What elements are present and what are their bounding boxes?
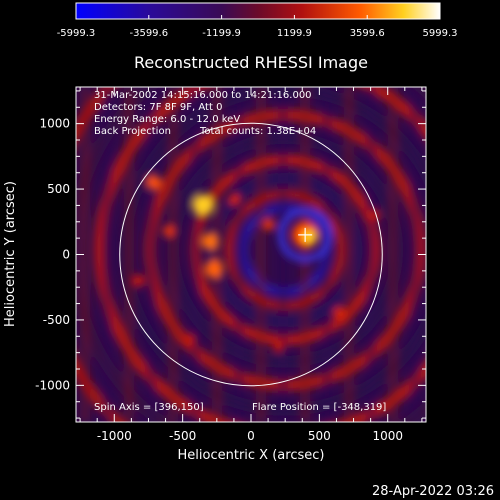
colorbar-tick-label: -3599.6: [129, 28, 168, 39]
image-map: [76, 87, 426, 422]
x-tick-label: 1000: [372, 429, 403, 443]
info-line-method: Back Projection: [94, 126, 171, 137]
y-axis-label: Heliocentric Y (arcsec): [3, 181, 18, 327]
colorbar-tick-label: -1199.9: [202, 28, 241, 39]
colorbar-tick-label: -5999.3: [57, 28, 96, 39]
y-tick-label: 0: [62, 248, 70, 262]
x-tick-label: 500: [308, 429, 331, 443]
total-counts: Total counts: 1.38E+04: [199, 126, 316, 137]
render-timestamp: 28-Apr-2022 03:26: [372, 484, 494, 499]
solar-limb-circle: [119, 122, 383, 387]
info-block: 31-Mar-2002 14:15:16.000 to 14:21:16.000…: [94, 90, 386, 413]
axis-ticks: -1000 -500 0 500 1000 -1000 -500 0 500 1000: [35, 87, 426, 443]
info-line-detectors: Detectors: 7F 8F 9F, Att 0: [94, 102, 222, 113]
x-tick-label: 0: [247, 429, 255, 443]
colorbar-gradient: [75, 2, 441, 20]
info-line-time: 31-Mar-2002 14:15:16.000 to 14:21:16.000: [94, 90, 312, 101]
y-tick-label: 1000: [39, 117, 70, 131]
x-axis-label: Heliocentric X (arcsec): [178, 448, 325, 463]
flare-position-label: Flare Position = [-348,319]: [252, 402, 386, 413]
colorbar-tick-label: 5999.3: [423, 28, 458, 39]
colorbar-tick-label: 1199.9: [277, 28, 312, 39]
y-tick-label: -500: [43, 313, 70, 327]
y-tick-label: -1000: [35, 378, 70, 392]
colorbar-tick-label: 3599.6: [350, 28, 385, 39]
plot-title: Reconstructed RHESSI Image: [134, 53, 368, 72]
source-crosshair-icon: [298, 227, 313, 242]
spin-axis-label: Spin Axis = [396,150]: [94, 402, 204, 413]
colorbar-ticks: -5999.3 -3599.6 -1199.9 1199.9 3599.6 5999.3: [57, 15, 458, 39]
emission-pattern: [76, 87, 426, 422]
x-tick-label: -1000: [97, 429, 132, 443]
y-tick-label: 500: [47, 182, 70, 196]
colorbar: -5999.3 -3599.6 -1199.9 1199.9 3599.6 5999.3: [57, 2, 458, 39]
x-tick-label: -500: [169, 429, 196, 443]
info-line-energy: Energy Range: 6.0 - 12.0 keV: [94, 114, 240, 125]
